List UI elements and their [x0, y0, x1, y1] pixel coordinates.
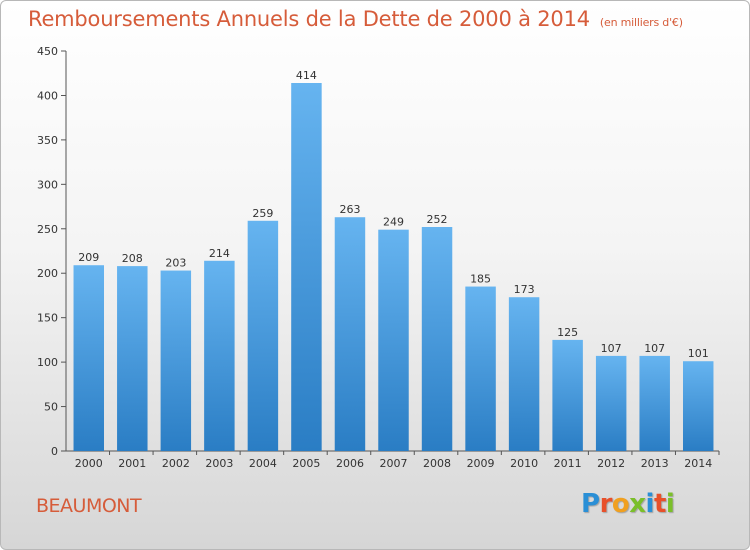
chart-title: Remboursements Annuels de la Dette de 20… — [28, 7, 683, 31]
data-label-2001: 208 — [122, 252, 143, 265]
data-label-2000: 209 — [78, 251, 99, 264]
x-tick-label-2004: 2004 — [249, 457, 277, 470]
y-tick-label: 200 — [37, 267, 58, 280]
data-label-2005: 414 — [296, 69, 317, 82]
bar-2006 — [334, 217, 366, 451]
data-label-2011: 125 — [557, 326, 578, 339]
data-label-2012: 107 — [601, 342, 622, 355]
x-tick-label-2005: 2005 — [292, 457, 320, 470]
x-tick-label-2013: 2013 — [641, 457, 669, 470]
x-tick-label-2001: 2001 — [118, 457, 146, 470]
x-tick-label-2000: 2000 — [75, 457, 103, 470]
x-tick-label-2012: 2012 — [597, 457, 625, 470]
logo-letter: i — [645, 489, 655, 519]
proxiti-logo: Proxiti — [581, 489, 675, 519]
data-label-2003: 214 — [209, 247, 230, 260]
logo-letter: r — [599, 489, 613, 519]
x-tick-label-2006: 2006 — [336, 457, 364, 470]
y-tick-label: 350 — [37, 134, 58, 147]
bar-2008 — [421, 227, 453, 451]
y-tick-label: 300 — [37, 178, 58, 191]
commune-name: BEAUMONT — [36, 495, 142, 517]
x-tick-label-2010: 2010 — [510, 457, 538, 470]
bar-2012 — [595, 355, 627, 451]
bar-2011 — [552, 339, 583, 451]
x-tick-label-2002: 2002 — [162, 457, 190, 470]
x-tick-label-2007: 2007 — [380, 457, 408, 470]
bar-2007 — [378, 229, 409, 451]
x-tick-label-2014: 2014 — [684, 457, 712, 470]
x-tick-label-2008: 2008 — [423, 457, 451, 470]
y-tick-label: 150 — [37, 312, 58, 325]
bar-2001 — [117, 266, 148, 451]
y-tick-label: 100 — [37, 356, 58, 369]
chart-unit: (en milliers d'€) — [599, 16, 683, 29]
data-label-2009: 185 — [470, 273, 491, 286]
y-tick-label: 450 — [37, 45, 58, 58]
data-label-2002: 203 — [165, 257, 186, 270]
data-label-2004: 259 — [252, 207, 273, 220]
bar-2010 — [508, 297, 540, 451]
logo-letter: P — [581, 489, 600, 519]
bar-2013 — [639, 355, 670, 451]
data-label-2007: 249 — [383, 216, 404, 229]
bar-2005 — [291, 83, 322, 451]
bar-2002 — [160, 270, 192, 451]
logo-letter: x — [629, 489, 646, 519]
data-label-2013: 107 — [644, 342, 665, 355]
y-tick-label: 50 — [44, 401, 58, 414]
bar-2004 — [247, 220, 279, 451]
x-tick-label-2003: 2003 — [205, 457, 233, 470]
data-label-2010: 173 — [514, 283, 535, 296]
y-tick-label: 400 — [37, 89, 58, 102]
data-label-2008: 252 — [427, 213, 448, 226]
data-label-2014: 101 — [688, 347, 709, 360]
data-label-2006: 263 — [339, 203, 360, 216]
bar-2003 — [204, 260, 235, 451]
x-tick-label-2011: 2011 — [554, 457, 582, 470]
chart-title-text: Remboursements Annuels de la Dette de 20… — [28, 7, 590, 31]
logo-letter: t — [653, 489, 666, 519]
bar-2014 — [682, 361, 714, 451]
y-tick-label: 250 — [37, 223, 58, 236]
bar-2009 — [465, 286, 496, 451]
logo-letter: i — [665, 489, 675, 519]
bar-2000 — [73, 265, 105, 451]
x-tick-label-2009: 2009 — [467, 457, 495, 470]
bars: 209 208 203 214 259 414 263 249 252 185 173 125 107 1… — [73, 69, 714, 451]
axes: 0 50 100 150 200 250 300 350 400 450 2000 2001 2002 2… — [37, 45, 720, 470]
y-tick-label: 0 — [51, 445, 58, 458]
logo-letter: o — [611, 489, 630, 519]
